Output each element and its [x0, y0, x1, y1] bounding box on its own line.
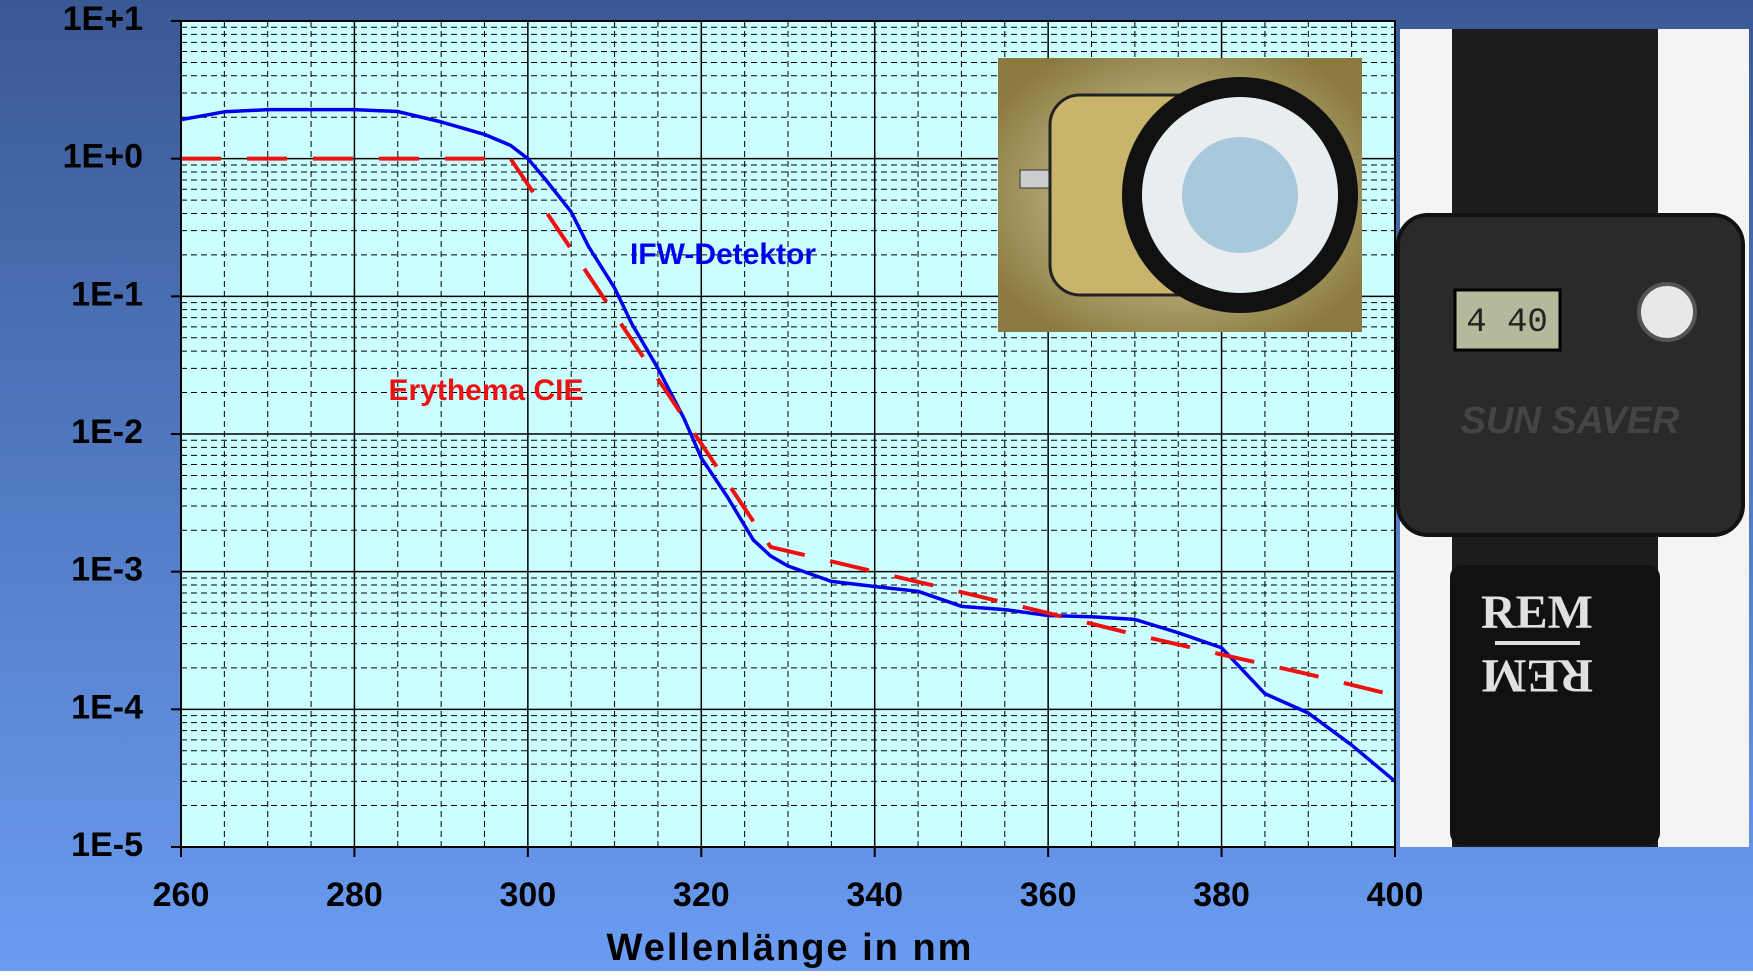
- y-tick-label: 1E-4: [71, 688, 143, 726]
- x-tick-label: 360: [1020, 876, 1077, 914]
- strap-label: REM: [1481, 586, 1593, 639]
- x-tick-label: 280: [326, 876, 383, 914]
- y-tick-label: 1E-5: [71, 826, 143, 864]
- y-tick-label: 1E-1: [71, 275, 143, 313]
- chart: 4 40 SUN SAVER REM REM Wellenlänge in nm…: [0, 0, 1753, 971]
- x-axis-label: Wellenlänge in nm: [607, 927, 974, 969]
- y-tick-label: 1E+1: [63, 0, 143, 38]
- watch-brand: SUN SAVER: [1461, 400, 1680, 442]
- x-tick-label: 320: [673, 876, 730, 914]
- watch-display: 4 40: [1466, 304, 1548, 342]
- x-tick-label: 400: [1367, 876, 1424, 914]
- y-tick-label: 1E-2: [71, 413, 143, 451]
- series-annotation: IFW-Detektor: [630, 238, 816, 271]
- watch-photo: 4 40 SUN SAVER REM REM: [1398, 29, 1749, 847]
- y-tick-label: 1E+0: [63, 138, 143, 176]
- y-tick-label: 1E-3: [71, 551, 143, 589]
- x-tick-label: 300: [499, 876, 556, 914]
- strap-label-mirrored: REM: [1481, 649, 1593, 702]
- x-tick-label: 260: [153, 876, 210, 914]
- x-tick-label: 340: [846, 876, 903, 914]
- x-tick-label: 380: [1193, 876, 1250, 914]
- series-annotation: Erythema CIE: [388, 374, 583, 407]
- detector-photo: [998, 58, 1362, 332]
